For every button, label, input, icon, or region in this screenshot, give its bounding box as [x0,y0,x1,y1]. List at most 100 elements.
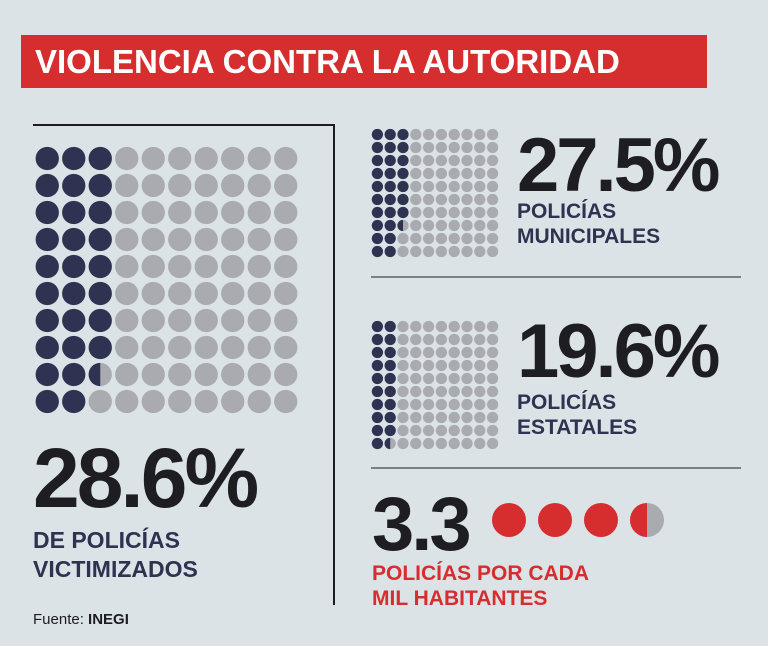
waffle-dot-empty [115,254,139,279]
waffle-dot-empty [194,173,218,198]
waffle-dot-empty [141,308,165,333]
state-label: POLICÍAS ESTATALES [517,390,637,440]
victimized-percent: 28.6% [33,431,259,525]
waffle-dot-empty [274,200,298,225]
waffle-dot-empty [474,154,486,167]
waffle-dot-empty [410,359,422,372]
waffle-dot-empty [397,320,409,333]
waffle-dot-filled [62,227,86,252]
waffle-dot-empty [422,193,435,206]
waffle-dot-filled [88,200,112,225]
waffle-dot-filled [371,232,384,245]
waffle-dot-empty [422,385,435,398]
waffle-dot-empty [422,411,435,424]
waffle-dot-empty [448,333,460,346]
waffle-dot-empty [397,359,409,372]
waffle-dot-empty [448,245,460,258]
waffle-dot-empty [435,219,448,232]
waffle-dot-empty [486,180,499,193]
municipal-label: POLICÍAS MUNICIPALES [517,199,660,249]
waffle-dot-filled [371,437,384,450]
waffle-dot-filled [371,398,384,411]
waffle-dot-empty [474,372,486,385]
rate-dot-full [492,503,526,537]
divider-line [371,276,741,278]
waffle-dot-filled [371,180,384,193]
waffle-dot-empty [141,200,165,225]
municipal-waffle-chart [371,128,499,258]
waffle-dot-filled [397,141,409,154]
waffle-dot-filled [384,424,396,437]
rate-dot-partial [630,503,647,537]
waffle-dot-empty [410,193,422,206]
waffle-dot-empty [474,333,486,346]
police-rate-pictogram [492,503,664,537]
waffle-dot-empty [435,180,448,193]
waffle-dot-empty [141,227,165,252]
waffle-dot-empty [221,281,245,306]
waffle-dot-empty [247,281,271,306]
waffle-dot-filled [88,335,112,360]
source-name: INEGI [88,611,129,628]
waffle-dot-empty [410,437,422,450]
waffle-dot-empty [474,206,486,219]
waffle-dot-empty [410,424,422,437]
waffle-dot-filled [384,385,396,398]
waffle-dot-empty [168,254,192,279]
waffle-dot-empty [397,245,409,258]
municipal-percent: 27.5% [517,123,720,208]
waffle-dot-empty [435,154,448,167]
waffle-dot-empty [115,389,139,414]
waffle-dot-empty [461,219,473,232]
source-note: Fuente: INEGI [33,611,129,628]
waffle-dot-empty [461,232,473,245]
waffle-dot-empty [461,154,473,167]
waffle-dot-filled [397,167,409,180]
waffle-dot-partial [88,362,101,387]
waffle-dot-filled [384,154,396,167]
waffle-dot-filled [62,308,86,333]
waffle-dot-filled [62,146,86,171]
waffle-dot-empty [486,398,499,411]
source-prefix: Fuente: [33,611,84,628]
waffle-dot-empty [486,411,499,424]
waffle-dot-filled [384,232,396,245]
waffle-dot-empty [221,227,245,252]
waffle-dot-empty [474,411,486,424]
waffle-dot-empty [274,308,298,333]
waffle-dot-filled [384,359,396,372]
waffle-dot-empty [115,173,139,198]
title-banner: VIOLENCIA CONTRA LA AUTORIDAD [21,35,707,88]
waffle-dot-empty [141,389,165,414]
waffle-dot-filled [62,281,86,306]
police-rate-value: 3.3 [372,482,472,567]
waffle-dot-empty [448,180,460,193]
waffle-dot-empty [422,333,435,346]
waffle-dot-empty [435,320,448,333]
waffle-dot-filled [384,333,396,346]
victimized-panel-frame [33,124,335,605]
waffle-dot-empty [397,411,409,424]
waffle-dot-empty [168,200,192,225]
waffle-dot-empty [486,128,499,141]
waffle-dot-empty [448,154,460,167]
waffle-dot-empty [274,335,298,360]
infographic-title: VIOLENCIA CONTRA LA AUTORIDAD [35,43,620,80]
waffle-dot-filled [384,411,396,424]
waffle-dot-filled [371,128,384,141]
waffle-dot-empty [435,346,448,359]
waffle-dot-filled [35,335,59,360]
waffle-dot-empty [410,346,422,359]
waffle-dot-empty [422,245,435,258]
waffle-dot-empty [410,333,422,346]
waffle-dot-empty [115,281,139,306]
waffle-dot-empty [410,320,422,333]
waffle-dot-empty [448,424,460,437]
waffle-dot-empty [422,346,435,359]
waffle-dot-empty [410,141,422,154]
waffle-dot-empty [461,437,473,450]
waffle-dot-empty [461,424,473,437]
waffle-dot-empty [448,346,460,359]
waffle-dot-empty [115,308,139,333]
waffle-dot-empty [168,281,192,306]
